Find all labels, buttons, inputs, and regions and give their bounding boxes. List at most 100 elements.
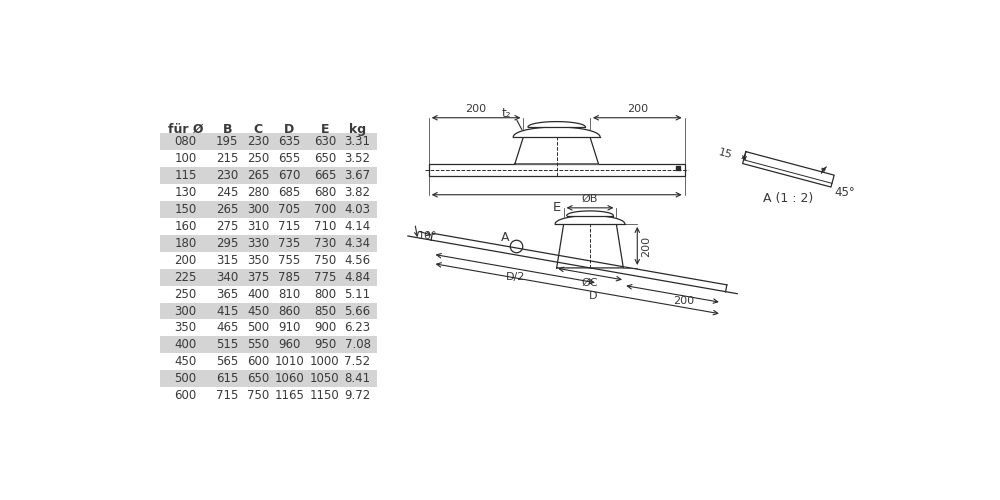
Bar	[160, 218, 377, 235]
Bar	[160, 320, 377, 336]
Bar	[160, 336, 377, 353]
Text: 635: 635	[278, 135, 300, 148]
Bar	[160, 133, 377, 150]
Polygon shape	[515, 137, 599, 164]
Bar	[429, 164, 685, 175]
Text: 960: 960	[278, 338, 300, 351]
Text: t₂: t₂	[502, 108, 511, 120]
Text: 200: 200	[466, 104, 487, 114]
Text: 4.56: 4.56	[344, 254, 371, 266]
Text: 265: 265	[216, 203, 238, 216]
Text: 215: 215	[216, 152, 238, 165]
Text: 650: 650	[314, 152, 336, 165]
Text: 685: 685	[278, 186, 300, 199]
Text: ØB: ØB	[582, 194, 598, 204]
Text: 810: 810	[278, 288, 300, 300]
Text: 250: 250	[174, 288, 197, 300]
Text: 200: 200	[627, 104, 648, 114]
Text: 225: 225	[174, 270, 197, 283]
Text: 665: 665	[314, 169, 336, 182]
Text: 300: 300	[247, 203, 269, 216]
Text: 200: 200	[674, 296, 695, 306]
Bar	[160, 201, 377, 218]
Text: 680: 680	[314, 186, 336, 199]
Bar	[160, 184, 377, 201]
Text: 850: 850	[314, 304, 336, 318]
Text: 150: 150	[174, 203, 197, 216]
Text: 750: 750	[314, 254, 336, 266]
Bar	[160, 354, 377, 370]
Text: 160: 160	[174, 220, 197, 233]
Polygon shape	[513, 127, 600, 137]
Text: 7.08: 7.08	[344, 338, 370, 351]
Text: 600: 600	[247, 356, 269, 368]
Text: 195: 195	[216, 135, 238, 148]
Text: 7.52: 7.52	[344, 356, 371, 368]
Text: 15: 15	[718, 148, 734, 161]
Text: 4.84: 4.84	[344, 270, 371, 283]
Text: E: E	[321, 123, 329, 136]
Text: 3.82: 3.82	[344, 186, 370, 199]
Text: 650: 650	[247, 372, 269, 386]
Text: C: C	[254, 123, 263, 136]
Text: D: D	[284, 123, 294, 136]
Text: 400: 400	[247, 288, 269, 300]
Text: 750: 750	[247, 389, 269, 402]
Text: 280: 280	[247, 186, 269, 199]
Text: 1050: 1050	[310, 372, 340, 386]
Text: 3.67: 3.67	[344, 169, 371, 182]
Text: 1150: 1150	[310, 389, 340, 402]
Text: 1010: 1010	[274, 356, 304, 368]
Text: 630: 630	[314, 135, 336, 148]
Text: 310: 310	[247, 220, 269, 233]
Text: 500: 500	[247, 322, 269, 334]
Text: 715: 715	[278, 220, 300, 233]
Polygon shape	[557, 224, 623, 268]
Text: 710: 710	[314, 220, 336, 233]
Text: 365: 365	[216, 288, 238, 300]
Text: 700: 700	[314, 203, 336, 216]
Text: 245: 245	[216, 186, 238, 199]
Text: 900: 900	[314, 322, 336, 334]
Bar	[160, 150, 377, 167]
Text: 565: 565	[216, 356, 238, 368]
Text: 4.03: 4.03	[344, 203, 370, 216]
Text: 250: 250	[247, 152, 269, 165]
Bar	[160, 302, 377, 320]
Text: 400: 400	[174, 338, 197, 351]
Text: 600: 600	[174, 389, 197, 402]
Text: 735: 735	[278, 237, 300, 250]
Polygon shape	[555, 216, 625, 224]
Text: 670: 670	[278, 169, 300, 182]
Text: 100: 100	[174, 152, 197, 165]
Text: 8.41: 8.41	[344, 372, 371, 386]
Text: 230: 230	[247, 135, 269, 148]
Text: 9.72: 9.72	[344, 389, 371, 402]
Text: 450: 450	[247, 304, 269, 318]
Text: 200: 200	[174, 254, 197, 266]
Text: 10°: 10°	[418, 232, 437, 241]
Text: 755: 755	[278, 254, 300, 266]
Bar	[160, 252, 377, 268]
Text: 350: 350	[247, 254, 269, 266]
Bar	[160, 167, 377, 184]
Text: 860: 860	[278, 304, 300, 318]
Text: 1000: 1000	[310, 356, 340, 368]
Text: 315: 315	[216, 254, 238, 266]
Text: 465: 465	[216, 322, 238, 334]
Text: 180: 180	[174, 237, 197, 250]
Text: 515: 515	[216, 338, 238, 351]
Text: kg: kg	[349, 123, 366, 136]
Text: 450: 450	[174, 356, 197, 368]
Text: 6.23: 6.23	[344, 322, 371, 334]
Text: E: E	[553, 201, 561, 214]
Text: 1060: 1060	[274, 372, 304, 386]
Text: 5.11: 5.11	[344, 288, 371, 300]
Text: 330: 330	[247, 237, 269, 250]
Text: 500: 500	[174, 372, 197, 386]
Text: 230: 230	[216, 169, 238, 182]
Text: 115: 115	[174, 169, 197, 182]
Polygon shape	[743, 152, 834, 187]
Text: 300: 300	[174, 304, 197, 318]
Text: B: B	[223, 123, 232, 136]
